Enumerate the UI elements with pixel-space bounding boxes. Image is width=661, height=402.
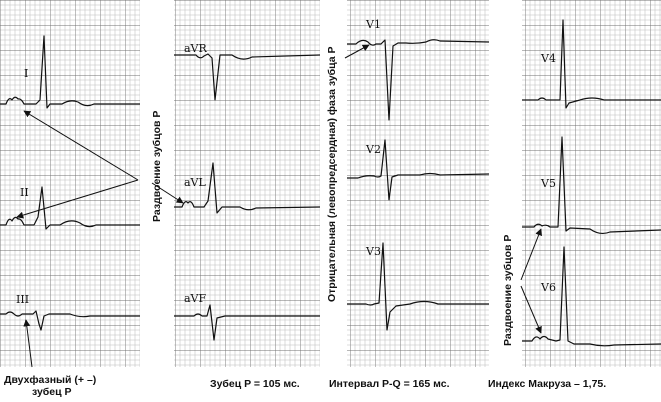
trace-lead-V6 [522,246,661,347]
trace-lead-V3 [347,242,489,331]
trace-lead-aVR [174,53,321,101]
lead-label-V4: V4 [540,52,556,65]
lead-label-II: II [20,186,29,199]
trace-lead-aVF [174,304,320,341]
side-label-p-split-chest: Раздвоение зубцов P [502,235,514,346]
caption-biphasic-line2: зубец P [32,386,72,398]
grid-panel-chest-1 [347,0,489,367]
caption-p-wave: Зубец P = 105 мс. [210,378,300,390]
side-label-negative-phase: Отрицательная (левопредсердная) фаза зуб… [326,47,338,303]
trace-lead-V1 [347,39,490,121]
lead-label-V3: V3 [365,245,381,258]
trace-lead-V2 [347,139,490,201]
arrow-biphasic-to-lead-III [23,319,33,368]
trace-lead-V4 [522,19,661,109]
arrow-split-to-lead-II [16,179,139,219]
trace-lead-III [0,310,140,331]
lead-label-V2: V2 [365,143,381,156]
trace-lead-II [0,186,140,230]
grid-panel-chest-2 [522,0,661,367]
arrow-split-to-V5 [520,228,542,281]
lead-label-aVR: aVR [184,42,208,55]
caption-pq-interval: Интервал P-Q = 165 мс. [329,378,450,390]
trace-lead-aVL [174,162,321,214]
lead-label-aVL: aVL [184,176,207,189]
caption-biphasic-line1: Двухфазный (+ –) [4,374,97,386]
lead-label-aVF: aVF [184,292,207,305]
caption-macruz-index: Индекс Макруза – 1,75. [488,378,607,390]
side-label-p-split-limb: Раздвоение зубцов P [151,111,163,222]
lead-label-V6: V6 [540,281,556,294]
lead-label-III: III [16,293,29,306]
lead-label-I: I [24,67,28,80]
lead-label-V5: V5 [540,177,556,190]
arrow-split-to-aVL [151,182,184,204]
trace-lead-I [0,35,140,109]
grid-panel-limb-1 [0,0,140,367]
grid-panel-limb-2 [174,0,320,367]
arrow-split-to-V6 [520,285,542,334]
arrow-split-to-lead-I [23,110,139,181]
arrow-negative-phase-to-V1 [344,44,370,59]
lead-label-V1: V1 [365,18,381,31]
trace-lead-V5 [522,136,661,235]
